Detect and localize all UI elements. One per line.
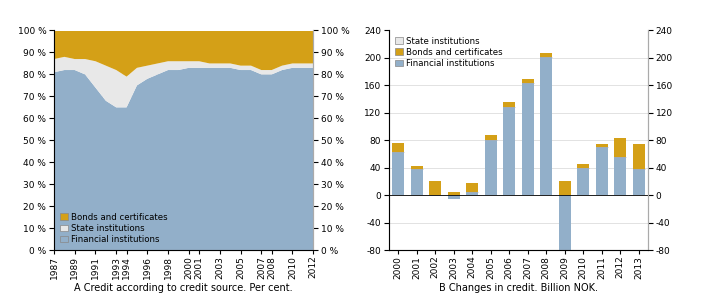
Bar bbox=[521, 78, 534, 83]
Bar bbox=[559, 181, 571, 195]
Bar bbox=[633, 169, 645, 195]
Bar bbox=[466, 192, 478, 195]
Bar bbox=[540, 57, 552, 195]
Bar bbox=[429, 181, 441, 195]
Legend: Bonds and certificates, State institutions, Financial institutions: Bonds and certificates, State institutio… bbox=[58, 211, 170, 246]
Bar bbox=[595, 144, 608, 147]
Bar bbox=[633, 144, 645, 169]
Bar bbox=[466, 183, 478, 192]
Bar bbox=[410, 166, 423, 169]
Bar bbox=[559, 195, 571, 250]
Bar bbox=[521, 83, 534, 195]
Bar bbox=[485, 135, 497, 140]
Bar bbox=[614, 138, 626, 157]
Bar bbox=[392, 152, 404, 195]
Bar bbox=[485, 140, 497, 195]
Bar bbox=[540, 53, 552, 57]
Bar bbox=[577, 168, 589, 195]
X-axis label: A Credit according to credit source. Per cent.: A Credit according to credit source. Per… bbox=[74, 283, 293, 293]
Bar bbox=[595, 147, 608, 195]
Bar bbox=[577, 164, 589, 168]
X-axis label: B Changes in credit. Billion NOK.: B Changes in credit. Billion NOK. bbox=[439, 283, 598, 293]
Bar bbox=[614, 157, 626, 195]
Bar bbox=[448, 195, 459, 199]
Bar bbox=[503, 102, 516, 107]
Bar bbox=[392, 143, 404, 152]
Bar bbox=[503, 107, 516, 195]
Legend: State institutions, Bonds and certificates, Financial institutions: State institutions, Bonds and certificat… bbox=[393, 35, 505, 70]
Bar bbox=[448, 192, 459, 195]
Bar bbox=[410, 169, 423, 195]
